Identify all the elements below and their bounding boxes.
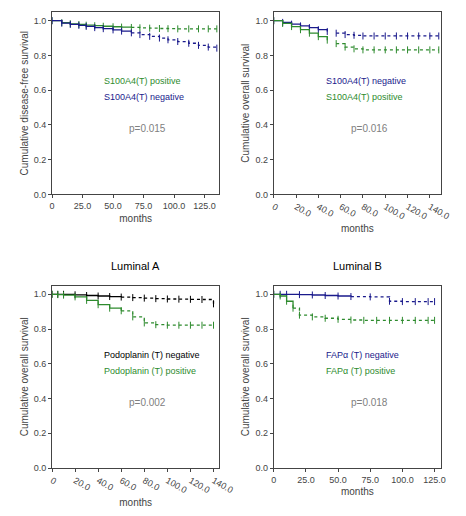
svg-text:0.8: 0.8 — [34, 324, 47, 334]
svg-text:0: 0 — [49, 475, 58, 486]
svg-text:S100A4(T) negative: S100A4(T) negative — [104, 92, 184, 102]
svg-text:140.0: 140.0 — [427, 202, 452, 222]
svg-text:months: months — [119, 213, 152, 224]
svg-text:0: 0 — [270, 202, 279, 213]
svg-text:1.0: 1.0 — [255, 289, 268, 299]
svg-text:120.0: 120.0 — [187, 475, 212, 495]
svg-text:FAPα (T) negative: FAPα (T) negative — [326, 350, 399, 360]
svg-text:0.2: 0.2 — [34, 428, 47, 438]
svg-text:0.4: 0.4 — [255, 394, 268, 404]
svg-text:0.2: 0.2 — [34, 155, 47, 165]
svg-text:Podoplanin (T) positive: Podoplanin (T) positive — [104, 366, 196, 376]
svg-text:0.6: 0.6 — [255, 359, 268, 369]
svg-text:0.0: 0.0 — [34, 190, 47, 200]
svg-text:Podoplanin (T) negative: Podoplanin (T) negative — [104, 350, 200, 360]
svg-text:months: months — [119, 497, 152, 508]
svg-text:0.2: 0.2 — [255, 155, 268, 165]
svg-text:S100A4(T) positive: S100A4(T) positive — [104, 76, 181, 86]
svg-text:125.0: 125.0 — [423, 475, 446, 485]
svg-text:40.0: 40.0 — [95, 475, 115, 492]
svg-text:75.0: 75.0 — [135, 201, 153, 211]
svg-text:40.0: 40.0 — [315, 202, 335, 219]
svg-text:120.0: 120.0 — [404, 202, 429, 222]
svg-text:125.0: 125.0 — [193, 201, 216, 211]
svg-text:0.0: 0.0 — [255, 463, 268, 473]
svg-text:0: 0 — [49, 201, 54, 211]
svg-text:1.0: 1.0 — [34, 16, 47, 26]
svg-text:S100A4(T) positive: S100A4(T) positive — [326, 92, 403, 102]
svg-text:Cumulative disease-free surviv: Cumulative disease-free survival — [19, 31, 30, 176]
svg-text:75.0: 75.0 — [361, 475, 379, 485]
svg-text:p=0.015: p=0.015 — [129, 123, 166, 134]
svg-text:0.6: 0.6 — [34, 85, 47, 95]
svg-text:20.0: 20.0 — [72, 475, 92, 492]
svg-text:0.0: 0.0 — [34, 463, 47, 473]
svg-text:Luminal B: Luminal B — [333, 260, 382, 272]
svg-text:80.0: 80.0 — [141, 475, 161, 492]
svg-text:p=0.018: p=0.018 — [351, 397, 388, 408]
svg-text:Cumulative overall survival: Cumulative overall survival — [240, 44, 251, 163]
svg-text:100.0: 100.0 — [391, 475, 414, 485]
svg-text:0: 0 — [271, 475, 276, 485]
svg-text:0.4: 0.4 — [255, 120, 268, 130]
svg-text:25.0: 25.0 — [297, 475, 315, 485]
svg-text:100.0: 100.0 — [382, 202, 407, 222]
svg-text:months: months — [341, 486, 374, 497]
svg-text:Luminal A: Luminal A — [111, 260, 160, 272]
svg-text:FAPα (T) positive: FAPα (T) positive — [326, 366, 395, 376]
svg-text:50.0: 50.0 — [329, 475, 347, 485]
svg-text:p=0.002: p=0.002 — [129, 397, 166, 408]
svg-text:Cumulative overall survival: Cumulative overall survival — [19, 317, 30, 436]
svg-text:0.8: 0.8 — [34, 51, 47, 61]
svg-text:0.2: 0.2 — [255, 428, 268, 438]
svg-text:0.4: 0.4 — [34, 394, 47, 404]
svg-text:80.0: 80.0 — [360, 202, 380, 219]
svg-text:140.0: 140.0 — [210, 475, 235, 495]
svg-text:0.6: 0.6 — [34, 359, 47, 369]
svg-text:p=0.016: p=0.016 — [351, 123, 388, 134]
svg-text:0.8: 0.8 — [255, 324, 268, 334]
svg-text:60.0: 60.0 — [337, 202, 357, 219]
svg-text:Cumulative overall survival: Cumulative overall survival — [240, 317, 251, 436]
svg-text:100.0: 100.0 — [164, 475, 189, 495]
svg-text:25.0: 25.0 — [74, 201, 92, 211]
svg-text:0.6: 0.6 — [255, 85, 268, 95]
svg-text:0.8: 0.8 — [255, 51, 268, 61]
svg-text:0.4: 0.4 — [34, 120, 47, 130]
svg-text:S100A4(T) negative: S100A4(T) negative — [326, 76, 406, 86]
svg-text:100.0: 100.0 — [163, 201, 186, 211]
svg-text:50.0: 50.0 — [104, 201, 122, 211]
svg-text:months: months — [341, 223, 374, 234]
svg-text:0.0: 0.0 — [255, 190, 268, 200]
svg-text:1.0: 1.0 — [255, 16, 268, 26]
svg-text:60.0: 60.0 — [118, 475, 138, 492]
svg-text:1.0: 1.0 — [34, 289, 47, 299]
svg-text:20.0: 20.0 — [293, 202, 313, 219]
